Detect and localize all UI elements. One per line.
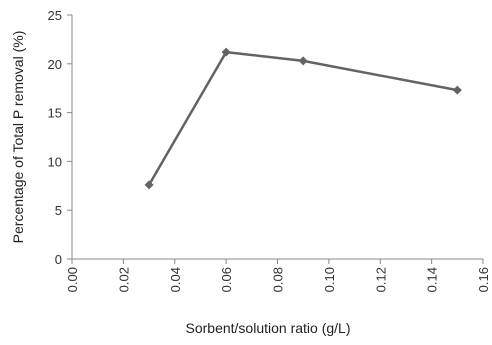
series [144, 47, 462, 190]
x-tick-label: 0.04 [168, 267, 183, 292]
x-tick-label: 0.02 [116, 267, 131, 292]
y-tick-label: 10 [48, 154, 62, 169]
x-tick-label: 0.12 [373, 267, 388, 292]
series-line [147, 50, 458, 186]
data-point [144, 180, 154, 190]
x-tick-label: 0.16 [476, 267, 491, 292]
x-tick-label: 0.06 [219, 267, 234, 292]
data-point [221, 47, 231, 57]
data-point [452, 85, 462, 95]
y-tick-label: 25 [48, 8, 62, 23]
x-tick-label: 0.08 [271, 267, 286, 292]
x-tick-label: 0.10 [322, 267, 337, 292]
x-axis-title: Sorbent/solution ratio (g/L) [186, 320, 351, 336]
x-tick-label: 0.00 [65, 267, 80, 292]
x-tick-label: 0.14 [425, 267, 440, 292]
y-tick-labels: 0 5 10 15 20 25 [48, 8, 62, 267]
y-tick-label: 15 [48, 106, 62, 121]
y-tick-label: 20 [48, 57, 62, 72]
x-tick-labels: 0.00 0.02 0.04 0.06 0.08 0.10 0.12 0.14 0.16 [65, 267, 491, 292]
y-axis-title: Percentage of Total P removal (%) [10, 31, 26, 244]
data-point [298, 56, 308, 66]
axes [67, 14, 484, 264]
y-tick-label: 5 [55, 203, 62, 218]
y-tick-label: 0 [55, 252, 62, 267]
